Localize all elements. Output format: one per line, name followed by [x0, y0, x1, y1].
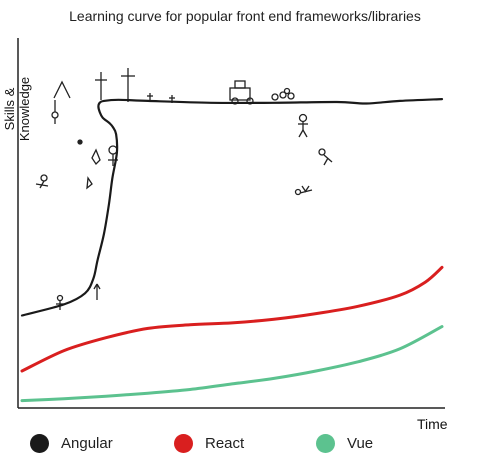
x-axis-label: Time	[417, 416, 448, 432]
series-group	[20, 98, 444, 403]
legend-label-vue: Vue	[347, 434, 374, 452]
legend-label-angular: Angular	[61, 434, 113, 452]
axes	[17, 38, 445, 409]
legend-label-react: React	[205, 434, 245, 452]
legend-swatch-angular	[30, 433, 49, 453]
legend-swatch-react	[174, 433, 193, 453]
series-line-vue	[20, 325, 444, 403]
legend-item-react: React	[174, 428, 244, 458]
chart-title: Learning curve for popular front end fra…	[69, 8, 421, 24]
cliff-sketch-decoration	[35, 68, 333, 310]
legend: Angular React Vue	[0, 428, 490, 458]
series-line-angular	[20, 98, 444, 317]
series-line-react	[20, 265, 444, 373]
legend-item-vue: Vue	[316, 428, 373, 458]
legend-item-angular: Angular	[30, 428, 113, 458]
legend-swatch-vue	[316, 433, 335, 453]
